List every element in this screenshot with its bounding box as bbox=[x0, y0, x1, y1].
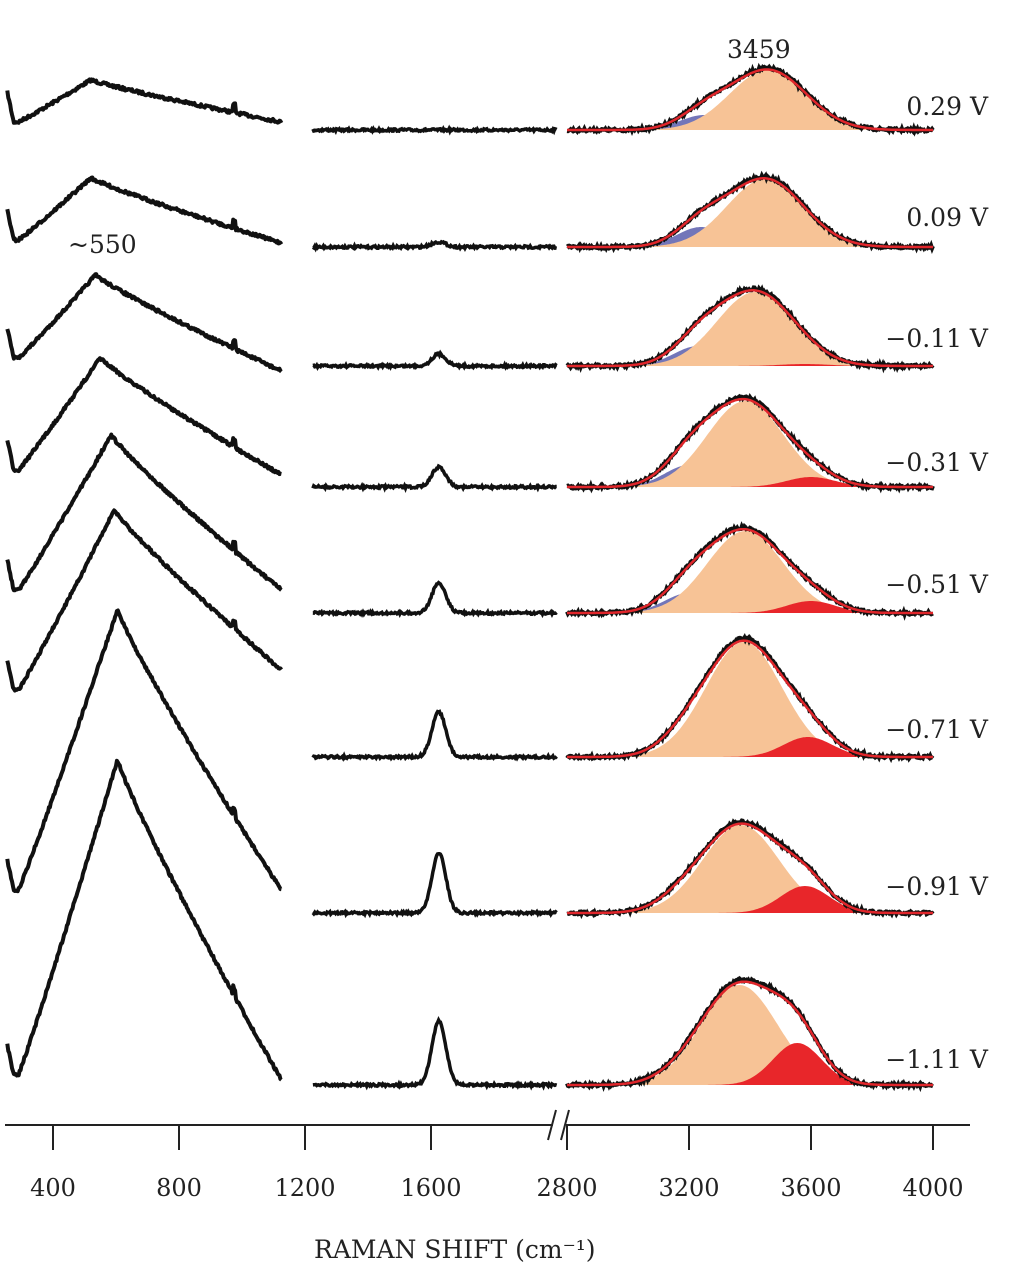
spectrum-low-0 bbox=[5, 77, 284, 125]
fit-component-orange-5 bbox=[612, 642, 918, 757]
potential-label-1: 0.09 V bbox=[906, 203, 989, 232]
spectrum-low-5 bbox=[5, 508, 283, 693]
series-1 bbox=[5, 170, 935, 255]
fit-envelope-1 bbox=[567, 177, 933, 249]
series-2 bbox=[5, 272, 935, 374]
axis-break-mark bbox=[547, 1109, 570, 1141]
potential-label-7: −1.11 V bbox=[885, 1045, 989, 1074]
x-tick-label-400: 400 bbox=[30, 1174, 76, 1202]
fit-component-orange-6 bbox=[612, 825, 918, 913]
spectrum-low-6 bbox=[5, 608, 283, 894]
annotation-3459: 3459 bbox=[727, 35, 791, 64]
series-4 bbox=[5, 432, 934, 621]
x-axis: 400 800 1200 1600 2800 3200 3600 4000 bbox=[5, 1109, 970, 1202]
fit-component-red-2 bbox=[612, 364, 918, 366]
fit-component-red-7 bbox=[612, 1043, 918, 1085]
potential-label-3: −0.31 V bbox=[885, 448, 989, 477]
fit-component-red-6 bbox=[612, 886, 918, 913]
fit-envelope-5 bbox=[567, 639, 933, 759]
fit-component-orange-4 bbox=[612, 531, 918, 613]
x-tick-label-3600: 3600 bbox=[780, 1174, 841, 1202]
fit-envelope-0 bbox=[567, 68, 933, 132]
series-0 bbox=[5, 62, 935, 137]
spectrum-low-3 bbox=[5, 356, 283, 477]
fit-component-orange-1 bbox=[612, 179, 918, 247]
spectrum-bend-0 bbox=[311, 124, 558, 136]
spectrum-bend-2 bbox=[312, 349, 558, 371]
fit-component-red-5 bbox=[612, 737, 918, 757]
spectra-group bbox=[5, 62, 935, 1093]
fit-envelope-3 bbox=[567, 397, 933, 489]
fit-envelope-4 bbox=[567, 527, 933, 615]
spectrum-bend-5 bbox=[311, 709, 558, 762]
fit-component-orange-3 bbox=[612, 401, 918, 487]
spectrum-bend-4 bbox=[312, 580, 558, 619]
fit-component-orange-0 bbox=[612, 70, 918, 130]
series-5 bbox=[5, 508, 935, 764]
potential-label-2: −0.11 V bbox=[885, 324, 989, 353]
x-tick-label-800: 800 bbox=[156, 1174, 202, 1202]
series-7 bbox=[5, 758, 934, 1093]
x-tick-label-1200: 1200 bbox=[274, 1174, 335, 1202]
spectrum-low-4 bbox=[5, 432, 283, 593]
fit-component-red-3 bbox=[612, 477, 918, 487]
fit-envelope-6 bbox=[567, 822, 933, 915]
x-axis-label: RAMAN SHIFT (cm⁻¹) bbox=[314, 1235, 596, 1264]
fit-envelope-7 bbox=[567, 980, 933, 1087]
spectrum-low-7 bbox=[5, 758, 283, 1082]
annotation-550: ~550 bbox=[68, 230, 137, 259]
spectrum-low-1 bbox=[5, 175, 284, 246]
x-tick-label-2800: 2800 bbox=[536, 1174, 597, 1202]
x-tick-label-3200: 3200 bbox=[658, 1174, 719, 1202]
potential-label-5: −0.71 V bbox=[885, 715, 989, 744]
fit-component-orange-7 bbox=[612, 985, 918, 1085]
potential-label-4: −0.51 V bbox=[885, 570, 989, 599]
fit-component-orange-2 bbox=[612, 292, 918, 366]
potential-label-0: 0.29 V bbox=[906, 92, 989, 121]
fit-envelope-2 bbox=[567, 289, 933, 368]
x-tick-label-4000: 4000 bbox=[902, 1174, 963, 1202]
spectrum-bend-1 bbox=[311, 239, 558, 253]
spectrum-bend-3 bbox=[311, 463, 557, 493]
x-tick-label-1600: 1600 bbox=[400, 1174, 461, 1202]
fit-component-red-4 bbox=[612, 601, 918, 613]
spectrum-low-2 bbox=[5, 272, 283, 374]
potential-label-6: −0.91 V bbox=[885, 872, 989, 901]
series-3 bbox=[5, 356, 935, 494]
series-6 bbox=[5, 608, 935, 920]
spectrum-bend-7 bbox=[312, 1016, 558, 1091]
spectrum-bend-6 bbox=[311, 851, 558, 919]
